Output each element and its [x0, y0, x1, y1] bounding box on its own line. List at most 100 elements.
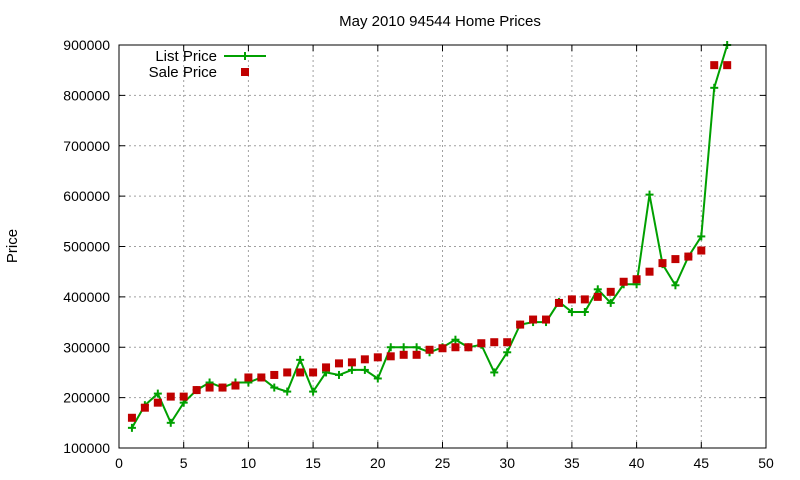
y-tick-label: 800000 — [63, 87, 110, 103]
axis-ticks: 0 5 10 15 20 25 30 35 40 45 50 100000 200000 300000 40… — [63, 37, 774, 471]
point-sale-price — [464, 343, 473, 352]
point-sale-price — [658, 259, 667, 268]
x-tick-label: 15 — [305, 455, 321, 471]
point-sale-price — [645, 267, 654, 276]
y-tick-label: 300000 — [63, 339, 110, 355]
point-sale-price — [270, 370, 279, 379]
point-sale-price — [360, 355, 369, 364]
point-sale-price — [542, 315, 551, 324]
legend-label-sale-price: Sale Price — [149, 64, 217, 81]
series-line-list-price — [131, 44, 729, 429]
point-sale-price — [179, 392, 188, 401]
y-tick-label: 600000 — [63, 188, 110, 204]
point-list-price — [580, 307, 589, 316]
point-list-price — [671, 281, 680, 290]
point-sale-price — [231, 381, 240, 390]
y-axis-label: Price — [4, 229, 21, 263]
point-sale-price — [554, 298, 563, 307]
series — [127, 41, 732, 432]
point-list-price — [360, 365, 369, 374]
y-tick-label: 400000 — [63, 289, 110, 305]
y-tick-label: 100000 — [63, 440, 110, 456]
point-sale-price — [309, 368, 318, 377]
y-tick-label: 700000 — [63, 138, 110, 154]
point-sale-price — [606, 287, 615, 296]
legend: List Price Sale Price — [149, 48, 266, 81]
point-sale-price — [723, 61, 732, 70]
point-list-price — [347, 365, 356, 374]
point-list-price — [645, 190, 654, 199]
point-sale-price — [153, 398, 162, 407]
point-sale-price — [166, 392, 175, 401]
x-tick-label: 40 — [629, 455, 645, 471]
point-list-price — [283, 387, 292, 396]
point-list-price — [166, 418, 175, 427]
x-tick-label: 10 — [241, 455, 257, 471]
legend-marker-list-price — [241, 52, 249, 60]
grid — [119, 45, 766, 448]
point-sale-price — [490, 338, 499, 347]
point-sale-price — [529, 315, 538, 324]
chart-title: May 2010 94544 Home Prices — [339, 13, 541, 30]
point-sale-price — [322, 363, 331, 372]
point-list-price — [334, 370, 343, 379]
point-sale-price — [127, 413, 136, 422]
point-list-price — [606, 298, 615, 307]
point-sale-price — [477, 339, 486, 348]
legend-label-list-price: List Price — [155, 48, 217, 65]
point-sale-price — [451, 343, 460, 352]
point-list-price — [386, 343, 395, 352]
point-sale-price — [192, 386, 201, 395]
point-sale-price — [257, 373, 266, 382]
point-sale-price — [619, 277, 628, 286]
point-list-price — [153, 389, 162, 398]
point-sale-price — [516, 320, 525, 329]
point-sale-price — [218, 383, 227, 392]
y-tick-label: 500000 — [63, 239, 110, 255]
point-list-price — [127, 423, 136, 432]
point-list-price — [697, 232, 706, 241]
point-list-price — [412, 343, 421, 352]
point-sale-price — [425, 345, 434, 354]
point-sale-price — [593, 292, 602, 301]
plot-frame — [118, 44, 767, 449]
x-tick-label: 5 — [180, 455, 188, 471]
x-tick-label: 35 — [564, 455, 580, 471]
x-tick-label: 50 — [758, 455, 774, 471]
point-sale-price — [632, 275, 641, 284]
point-sale-price — [334, 359, 343, 368]
point-sale-price — [140, 403, 149, 412]
point-list-price — [399, 343, 408, 352]
point-sale-price — [567, 295, 576, 304]
point-sale-price — [503, 338, 512, 347]
point-sale-price — [697, 246, 706, 255]
point-list-price — [593, 285, 602, 294]
x-tick-label: 20 — [370, 455, 386, 471]
point-sale-price — [671, 255, 680, 264]
point-sale-price — [244, 373, 253, 382]
point-list-price — [451, 335, 460, 344]
x-tick-label: 45 — [694, 455, 710, 471]
point-list-price — [567, 307, 576, 316]
point-sale-price — [205, 383, 214, 392]
point-list-price — [270, 383, 279, 392]
y-tick-label: 200000 — [63, 390, 110, 406]
legend-swatch-sale-price — [241, 68, 249, 76]
point-sale-price — [283, 368, 292, 377]
point-sale-price — [438, 344, 447, 353]
point-sale-price — [399, 350, 408, 359]
point-sale-price — [412, 350, 421, 359]
point-sale-price — [580, 295, 589, 304]
x-tick-label: 0 — [115, 455, 123, 471]
x-tick-label: 25 — [435, 455, 451, 471]
y-tick-label: 900000 — [63, 37, 110, 53]
point-sale-price — [710, 61, 719, 70]
point-sale-price — [347, 358, 356, 367]
point-sale-price — [684, 252, 693, 261]
point-list-price — [710, 83, 719, 92]
x-tick-label: 30 — [499, 455, 515, 471]
point-list-price — [490, 368, 499, 377]
point-sale-price — [373, 353, 382, 362]
point-list-price — [373, 374, 382, 383]
